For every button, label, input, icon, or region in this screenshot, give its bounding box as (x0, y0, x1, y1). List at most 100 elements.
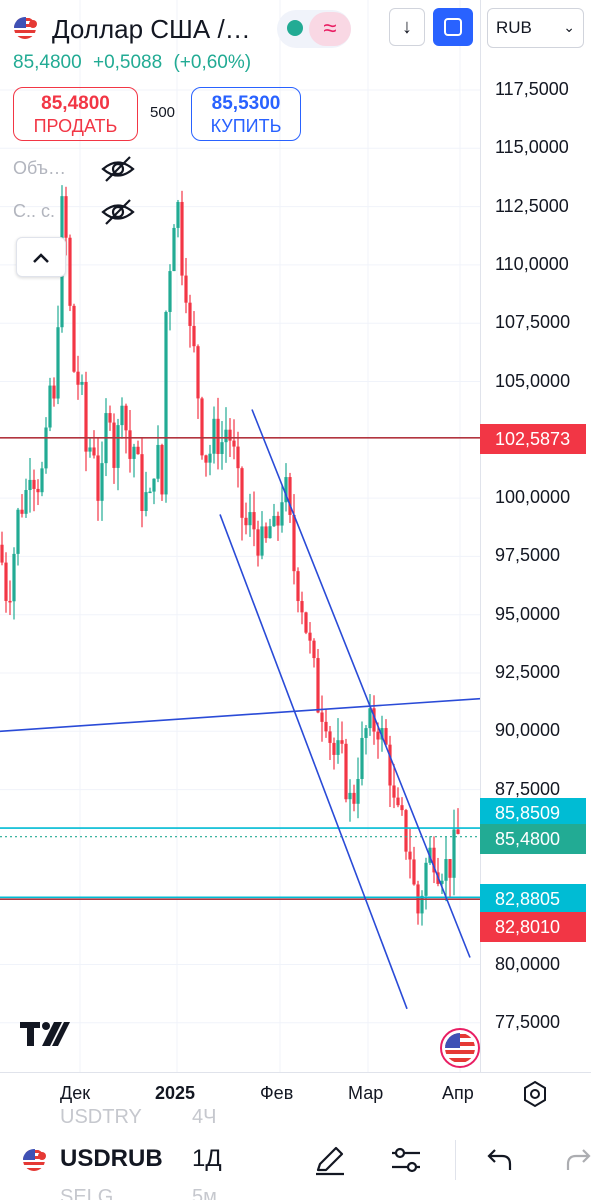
candle-body (44, 427, 48, 469)
candle-body (276, 515, 280, 526)
candle-body (400, 805, 404, 811)
price-tick-label: 100,0000 (495, 487, 571, 508)
eye-hidden-icon[interactable] (100, 154, 136, 184)
ghost-timeframe-above: 4Ч (192, 1106, 217, 1128)
candle-body (12, 553, 16, 602)
candle-body (132, 446, 136, 459)
timeframe-picker[interactable]: 1Д (192, 1145, 222, 1172)
price-tick-label: 105,0000 (495, 370, 571, 391)
candle-body (144, 492, 148, 511)
candle-body (212, 418, 216, 454)
price-tick-label: 112,5000 (495, 195, 569, 216)
candle-body (8, 600, 12, 603)
currency-select[interactable]: RUB ⌄ (487, 8, 584, 48)
price-tick-label: 80,0000 (495, 953, 561, 974)
candle-body (128, 430, 132, 459)
candle-body (352, 792, 356, 804)
candle-body (80, 382, 84, 385)
price-badge[interactable]: 82,8805 (480, 884, 586, 914)
price-summary: 85,4800 +0,5088 (+0,60%) (13, 52, 257, 74)
candle-body (4, 562, 8, 601)
buy-label: КУПИТЬ (210, 116, 282, 136)
indicator-ma-label[interactable]: С.. с. (13, 201, 56, 221)
time-label: Апр (442, 1083, 474, 1103)
sell-button[interactable]: 85,4800 ПРОДАТЬ (13, 87, 138, 141)
candle-body (116, 425, 120, 468)
collapse-legend-button[interactable] (16, 237, 66, 277)
last-price: 85,4800 (13, 52, 82, 73)
candle-body (136, 446, 140, 455)
candle-body (232, 440, 236, 447)
candle-body (20, 509, 24, 514)
candle-body (392, 785, 396, 798)
candle-body (32, 479, 36, 489)
price-badge[interactable]: 85,4800 (480, 824, 586, 854)
arrow-down-icon[interactable]: ↓ (389, 8, 425, 46)
candle-body (24, 490, 28, 514)
candle-body (188, 302, 192, 326)
candle-body (340, 740, 344, 744)
us-flag-icon (23, 1149, 46, 1171)
us-flag-icon[interactable] (440, 1028, 480, 1068)
candle-body (68, 237, 72, 306)
price-badge[interactable]: 82,8010 (480, 912, 586, 942)
eye-hidden-icon[interactable] (100, 197, 136, 227)
candle-body (344, 743, 348, 800)
candle-body (56, 327, 60, 399)
candle-body (308, 632, 312, 641)
candle-body (228, 429, 232, 441)
symbol-title[interactable]: Доллар США /… (52, 14, 251, 44)
tradingview-logo-icon[interactable] (20, 1020, 70, 1048)
candle-body (348, 792, 352, 800)
candle-body (40, 468, 44, 493)
candle-body (120, 405, 124, 426)
currency-value: RUB (496, 18, 532, 37)
candle-body (28, 479, 32, 491)
indicators-sliders-icon[interactable] (386, 1140, 426, 1180)
candle-body (368, 708, 372, 729)
candle-body (72, 305, 76, 372)
candle-body (204, 455, 208, 463)
price-tick-label: 117,5000 (495, 79, 569, 99)
candle-body (364, 728, 368, 738)
fullscreen-icon (444, 18, 462, 36)
candle-body (92, 447, 96, 456)
candle-body (108, 413, 112, 423)
symbol-picker[interactable]: USDRUB (60, 1145, 163, 1172)
candlestick-chart[interactable] (0, 0, 480, 1072)
ghost-symbol-above: USDTRY (60, 1106, 142, 1128)
candle-body (180, 201, 184, 276)
candle-body (216, 418, 220, 454)
candle-body (148, 491, 152, 494)
data-delay-wave-icon[interactable]: ≈ (309, 12, 351, 46)
candle-body (304, 612, 308, 633)
redo-icon[interactable] (560, 1140, 591, 1180)
candle-body (452, 829, 456, 878)
time-axis[interactable]: Дек 2025 Фев Мар Апр (0, 1072, 591, 1112)
ghost-timeframe-below: 5м (192, 1186, 217, 1200)
bottom-toolbar: USDTRY 4Ч SELG 5м USDRUB 1Д (0, 1106, 591, 1200)
drawing-pen-icon[interactable] (310, 1140, 350, 1180)
indicator-volume-label[interactable]: Объ… (13, 158, 66, 178)
fullscreen-button[interactable] (433, 8, 473, 46)
undo-icon[interactable] (478, 1140, 518, 1180)
candle-body (192, 325, 196, 347)
channel-upper-line (251, 409, 471, 958)
candle-body (84, 382, 88, 452)
chevron-down-icon: ⌄ (563, 19, 575, 35)
candle-body (240, 468, 244, 518)
drawings-group (0, 409, 480, 1010)
price-badge[interactable]: 102,5873 (480, 424, 586, 454)
change-percent: (+0,60%) (173, 52, 252, 73)
candle-body (412, 859, 416, 885)
chart-settings-gear-icon[interactable] (520, 1079, 550, 1109)
price-badge[interactable]: 85,8509 (480, 798, 586, 828)
time-label: Дек (60, 1083, 91, 1103)
candle-body (288, 477, 292, 515)
candle-body (280, 502, 284, 526)
buy-button[interactable]: 85,5300 КУПИТЬ (191, 87, 301, 141)
candle-body (96, 455, 100, 501)
candle-body (444, 859, 448, 881)
order-quantity[interactable]: 500 (150, 104, 176, 121)
candle-body (320, 712, 324, 722)
